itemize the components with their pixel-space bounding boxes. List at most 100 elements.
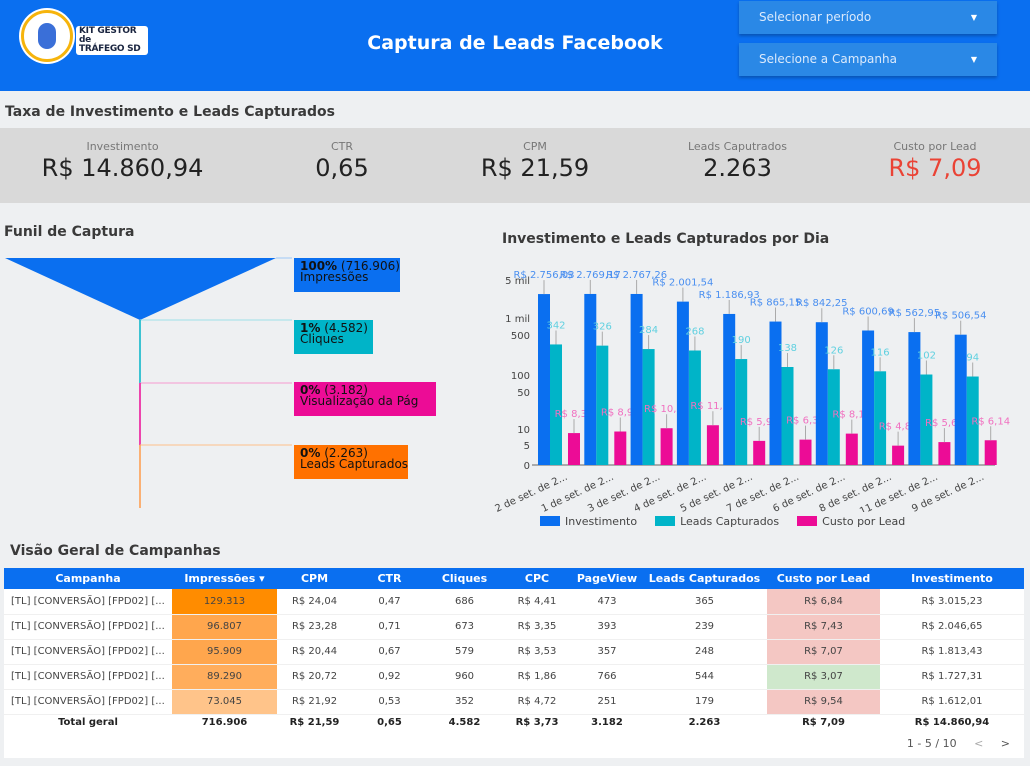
table-cell: 73.045	[172, 689, 277, 715]
table-cell: 0,53	[352, 689, 427, 715]
table-row[interactable]: [TL] [CONVERSÃO] [FPD02] [... 89.290 R$ 20…	[4, 664, 1024, 690]
legend-swatch	[655, 516, 676, 526]
data-label: R$ 865,15	[750, 298, 801, 309]
data-label: 94	[966, 353, 979, 364]
table-cell: R$ 20,72	[277, 664, 352, 690]
y-tick-label: 0	[524, 461, 530, 472]
chart-title: Investimento e Leads Capturados por Dia	[502, 231, 830, 247]
table-cell: 686	[427, 589, 502, 615]
column-header[interactable]: Campanha	[4, 568, 172, 589]
bar-custo-por-lead	[845, 433, 858, 465]
data-label: R$ 8,97	[601, 408, 640, 419]
table-cell: 96.807	[172, 614, 277, 640]
bar-leads-capturados	[920, 374, 933, 465]
column-header[interactable]: CPM	[277, 568, 352, 589]
table-cell: 357	[572, 639, 642, 665]
table-cell: 0,71	[352, 614, 427, 640]
table-cell: 365	[642, 589, 767, 615]
column-header[interactable]: Cliques	[427, 568, 502, 589]
kpi-ctr: CTR 0,65	[315, 140, 369, 182]
total-cell: Total geral	[58, 716, 118, 728]
kpi-scorecards: Investimento R$ 14.860,94 CTR 0,65 CPM R…	[0, 128, 1030, 203]
kpi-cpm: CPM R$ 21,59	[480, 140, 590, 182]
bar-investimento	[630, 293, 643, 465]
table-row[interactable]: [TL] [CONVERSÃO] [FPD02] [... 129.313 R$ 2…	[4, 589, 1024, 615]
table-cell: R$ 20,44	[277, 639, 352, 665]
column-header[interactable]: Custo por Lead	[767, 568, 880, 589]
table-total-row: Total geral 716.906 R$ 21,59 0,65 4.582 R$ 3,…	[4, 714, 1024, 730]
campaign-selector[interactable]: Selecione a Campanha ▼	[739, 43, 997, 76]
data-label: R$ 10,34	[644, 404, 689, 415]
bar-custo-por-lead	[799, 439, 812, 465]
table-cell: R$ 3,35	[502, 614, 572, 640]
total-cell: R$ 14.860,94	[914, 716, 990, 728]
table-cell: R$ 1.727,31	[880, 664, 1024, 690]
logo-text: KIT GESTOR de TRÁFEGO SD	[76, 26, 148, 55]
data-label: 116	[871, 347, 890, 358]
prev-page-button[interactable]: <	[974, 737, 984, 750]
table-cell: R$ 2.046,65	[880, 614, 1024, 640]
table-cell: R$ 6,84	[767, 589, 880, 615]
table-cell: 95.909	[172, 639, 277, 665]
period-selector[interactable]: Selecionar período ▼	[739, 1, 997, 34]
legend-item-investimento[interactable]: Investimento	[540, 515, 637, 528]
bar-investimento	[815, 322, 828, 465]
column-header[interactable]: Leads Capturados	[642, 568, 767, 589]
caret-down-icon: ▼	[970, 55, 977, 64]
astronaut-rocket-icon	[21, 10, 73, 62]
table-cell: R$ 3,07	[767, 664, 880, 690]
bar-custo-por-lead	[938, 442, 951, 465]
bar-leads-capturados	[966, 376, 979, 465]
bar-leads-capturados	[735, 359, 748, 465]
data-label: R$ 2.767,26	[606, 270, 667, 281]
table-row[interactable]: [TL] [CONVERSÃO] [FPD02] [... 96.807 R$ 23…	[4, 614, 1024, 640]
table-cell: R$ 4,72	[502, 689, 572, 715]
total-cell: R$ 3,73	[515, 716, 559, 728]
kpi-leads: Leads Caputrados 2.263	[687, 140, 788, 182]
funnel-label-leads: 0% (2.263) Leads Capturados	[294, 445, 408, 479]
legend-item-custo[interactable]: Custo por Lead	[797, 515, 905, 528]
data-label: R$ 5,67	[925, 418, 964, 429]
legend-swatch	[797, 516, 818, 526]
table-cell: 766	[572, 664, 642, 690]
bar-investimento	[769, 321, 782, 465]
bar-custo-por-lead	[568, 433, 580, 465]
column-header[interactable]: Impressões ▾	[172, 568, 277, 589]
total-cell: 4.582	[448, 716, 481, 728]
kpi-section-title: Taxa de Investimento e Leads Capturados	[5, 104, 335, 120]
chart-legend: Investimento Leads Capturados Custo por …	[540, 515, 905, 528]
bar-leads-capturados	[596, 345, 609, 465]
table-cell: [TL] [CONVERSÃO] [FPD02] [...	[4, 639, 172, 665]
data-label: R$ 2.001,54	[652, 278, 713, 289]
data-label: R$ 2.769,17	[560, 270, 621, 281]
column-header[interactable]: CTR	[352, 568, 427, 589]
data-label: 190	[732, 335, 751, 346]
column-header[interactable]: PageView	[572, 568, 642, 589]
data-label: 284	[639, 325, 658, 336]
caret-down-icon: ▼	[970, 13, 977, 22]
brand-logo: KIT GESTOR de TRÁFEGO SD	[18, 8, 148, 72]
bar-investimento	[538, 294, 550, 465]
data-label: 126	[824, 345, 843, 356]
table-cell: R$ 3,53	[502, 639, 572, 665]
bar-investimento	[862, 330, 875, 465]
legend-item-leads[interactable]: Leads Capturados	[655, 515, 779, 528]
table-row[interactable]: [TL] [CONVERSÃO] [FPD02] [... 73.045 R$ 21…	[4, 689, 1024, 715]
data-label: R$ 842,25	[796, 298, 847, 309]
table-cell: 579	[427, 639, 502, 665]
table-cell: [TL] [CONVERSÃO] [FPD02] [...	[4, 614, 172, 640]
table-cell: 0,92	[352, 664, 427, 690]
table-row[interactable]: [TL] [CONVERSÃO] [FPD02] [... 95.909 R$ 20…	[4, 639, 1024, 665]
y-tick-label: 10	[517, 425, 530, 436]
table-cell: R$ 4,41	[502, 589, 572, 615]
data-label: R$ 11,78	[690, 401, 735, 412]
table-cell: R$ 1.813,43	[880, 639, 1024, 665]
table-cell: 673	[427, 614, 502, 640]
column-header[interactable]: Investimento	[880, 568, 1024, 589]
bar-custo-por-lead	[706, 425, 719, 465]
campaigns-table: Campanha Impressões ▾ CPM CTR Cliques CPC Page…	[4, 568, 1024, 758]
bar-investimento	[908, 332, 921, 465]
next-page-button[interactable]: >	[1000, 737, 1010, 750]
column-header[interactable]: CPC	[502, 568, 572, 589]
